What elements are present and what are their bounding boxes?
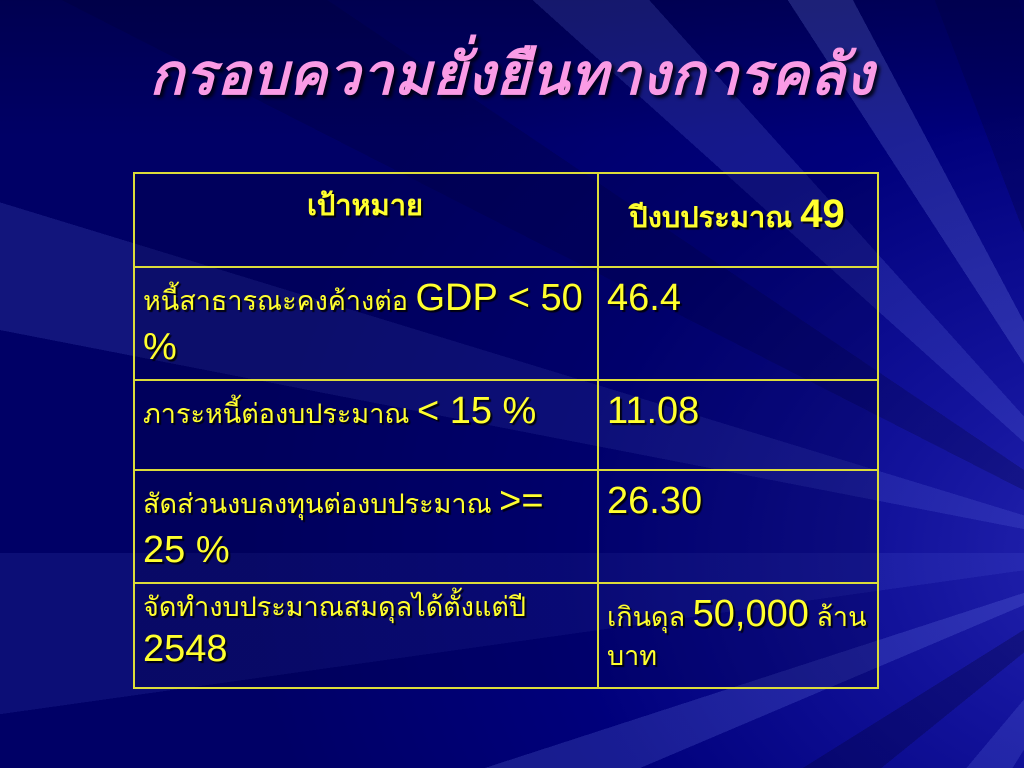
header-goal-cell: เป้าหมาย	[133, 172, 599, 268]
table-row-public-debt: หนี้สาธารณะคงค้างต่อ GDP < 50 % 46.4	[133, 266, 879, 381]
header-fiscal-year-value: 49	[800, 192, 845, 236]
table-row-debt-burden: ภาระหนี้ต่องบประมาณ < 15 % 11.08	[133, 378, 879, 471]
goal-label-large: 2548	[143, 627, 228, 670]
goal-label-large: < 15 %	[416, 389, 537, 432]
table-row-capital-budget: สัดส่วนงบลงทุนต่องบประมาณ >= 25 % 26.30	[133, 468, 879, 584]
goal-label-small: หนี้สาธารณะคงค้างต่อ	[143, 286, 416, 316]
goal-cell: สัดส่วนงบลงทุนต่องบประมาณ >= 25 %	[133, 468, 599, 584]
goal-label-small: จัดทำงบประมาณสมดุลได้ตั้งแต่ปี	[143, 591, 527, 622]
goal-label-large: >= 25 %	[143, 479, 544, 572]
value-large: 50,000	[692, 592, 809, 635]
value-large: 26.30	[607, 479, 703, 522]
goal-cell: จัดทำงบประมาณสมดุลได้ตั้งแต่ปี 2548	[133, 581, 599, 689]
slide-title: กรอบความยั่งยืนทางการคลัง	[149, 43, 875, 107]
value-large: 46.4	[607, 277, 681, 319]
goal-label-small: สัดส่วนงบลงทุนต่องบประมาณ	[143, 488, 500, 519]
table-row-balanced-budget: จัดทำงบประมาณสมดุลได้ตั้งแต่ปี 2548 เกิน…	[133, 581, 879, 689]
value-large: 11.08	[607, 389, 700, 432]
header-goal-label: เป้าหมาย	[306, 190, 424, 222]
value-cell: 46.4	[597, 266, 879, 381]
value-cell: เกินดุล 50,000 ล้านบาท	[597, 581, 879, 689]
header-fiscal-year-cell: ปีงบประมาณ 49	[597, 172, 879, 268]
goal-label-small: ภาระหนี้ต่องบประมาณ	[143, 398, 417, 429]
value-cell: 26.30	[597, 468, 879, 584]
goal-cell: หนี้สาธารณะคงค้างต่อ GDP < 50 %	[133, 266, 599, 381]
header-fiscal-year-label: ปีงบประมาณ	[629, 202, 801, 234]
fiscal-sustainability-table: เป้าหมาย ปีงบประมาณ 49 หนี้สาธารณะคงค้าง…	[133, 172, 879, 689]
value-cell: 11.08	[597, 378, 879, 471]
value-suffix: ล้านบาท	[607, 601, 867, 671]
goal-cell: ภาระหนี้ต่องบประมาณ < 15 %	[133, 378, 599, 471]
value-prefix: เกินดุล	[607, 601, 693, 632]
goal-label-large: GDP < 50 %	[143, 277, 583, 369]
table-header-row: เป้าหมาย ปีงบประมาณ 49	[133, 172, 879, 268]
